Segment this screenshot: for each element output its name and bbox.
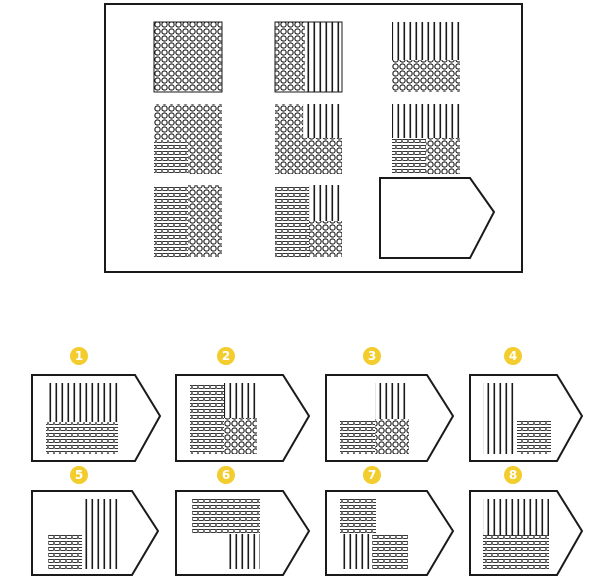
badge-2-bg	[217, 347, 235, 365]
option-6[interactable]	[175, 490, 311, 576]
badge-4-label: 4	[509, 349, 517, 363]
puzzle-cell-r3c2	[275, 185, 342, 257]
puzzle-frame	[104, 3, 523, 273]
badge-5-bg	[70, 466, 88, 484]
option-1[interactable]	[31, 374, 162, 462]
badge-5-label: 5	[75, 468, 83, 482]
badge-1-label: 1	[75, 349, 83, 363]
badge-7-bg	[363, 466, 381, 484]
badge-8-bg	[504, 466, 522, 484]
badge-2-label: 2	[222, 349, 230, 363]
badge-1-bg	[70, 347, 88, 365]
option-4[interactable]	[469, 374, 584, 462]
badge-7-label: 7	[368, 468, 376, 482]
option-2[interactable]	[175, 374, 311, 462]
badge-6-bg	[217, 466, 235, 484]
badge-4-bg	[504, 347, 522, 365]
puzzle-cell-r2c1	[154, 104, 222, 174]
option-3[interactable]	[325, 374, 455, 462]
option-7[interactable]	[325, 490, 455, 576]
option-5[interactable]	[31, 490, 160, 576]
badge-3-label: 3	[368, 349, 376, 363]
puzzle-cell-r1c1	[153, 21, 223, 93]
badge-6-label: 6	[222, 468, 230, 482]
puzzle-cell-r2c3	[392, 104, 460, 174]
option-8[interactable]	[469, 490, 584, 576]
option-badges: 1 2 3 4 5 6 7 8	[70, 347, 522, 484]
puzzle-cell-r2c2	[275, 104, 342, 174]
puzzle-cell-r1c3	[392, 22, 460, 92]
badge-3-bg	[363, 347, 381, 365]
puzzle-cell-r1c2	[274, 21, 343, 93]
puzzle-cell-r3c1	[154, 185, 222, 257]
puzzle-cell-r3c3-blank	[379, 177, 496, 259]
badge-8-label: 8	[509, 468, 517, 482]
